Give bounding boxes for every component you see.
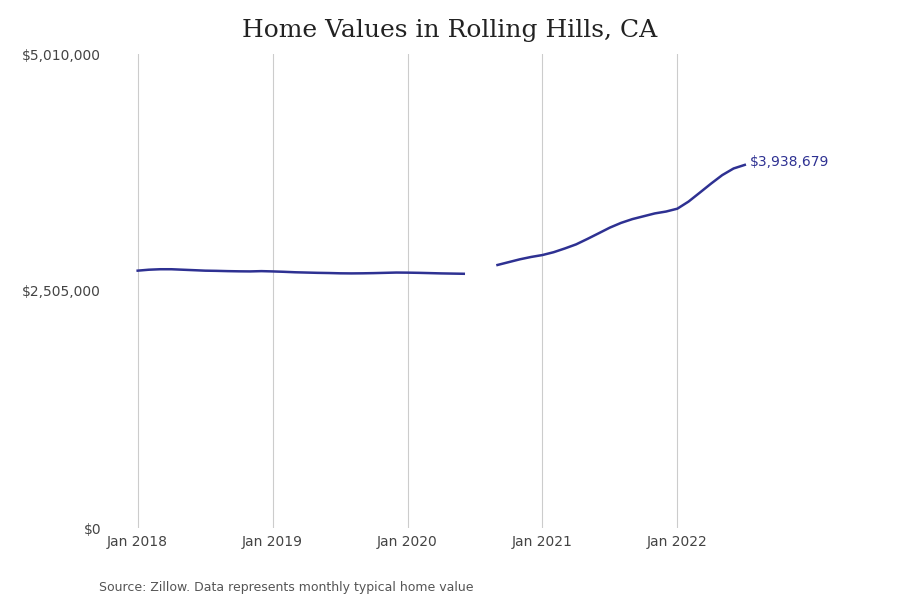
Text: $3,938,679: $3,938,679 <box>751 155 830 169</box>
Text: Source: Zillow. Data represents monthly typical home value: Source: Zillow. Data represents monthly … <box>99 581 473 594</box>
Title: Home Values in Rolling Hills, CA: Home Values in Rolling Hills, CA <box>242 19 658 43</box>
